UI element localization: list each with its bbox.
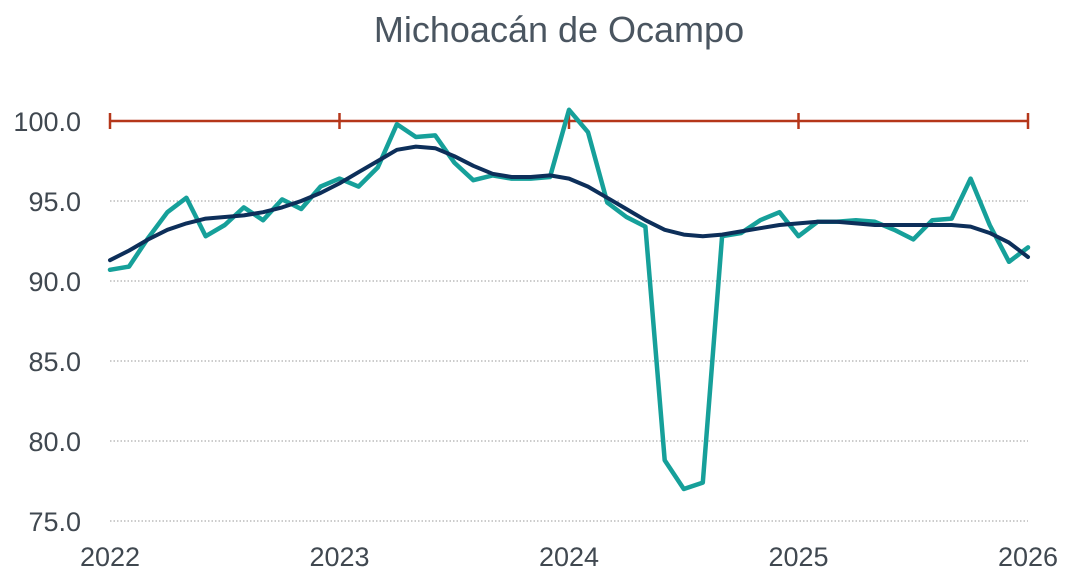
y-tick-label: 95.0	[28, 187, 81, 217]
y-tick-label: 100.0	[13, 107, 81, 137]
x-tick-label: 2025	[768, 542, 828, 572]
chart-title: Michoacán de Ocampo	[374, 9, 744, 50]
series-line-primary	[107, 107, 1031, 492]
y-tick-label: 75.0	[28, 507, 81, 537]
x-tick-label: 2026	[998, 542, 1058, 572]
y-tick-label: 90.0	[28, 267, 81, 297]
y-tick-label: 80.0	[28, 427, 81, 457]
gridlines	[110, 200, 1028, 522]
y-tick-label: 85.0	[28, 347, 81, 377]
series-lines	[107, 107, 1031, 492]
x-axis-tick-labels: 2022 2023 2024 2025 2026	[80, 542, 1058, 572]
y-axis-tick-labels: 75.0 80.0 85.0 90.0 95.0 100.0	[13, 107, 81, 537]
x-tick-label: 2022	[80, 542, 140, 572]
x-tick-label: 2023	[309, 542, 369, 572]
x-tick-label: 2024	[539, 542, 599, 572]
reference-line	[108, 113, 1030, 129]
series-line-trend	[108, 144, 1030, 263]
